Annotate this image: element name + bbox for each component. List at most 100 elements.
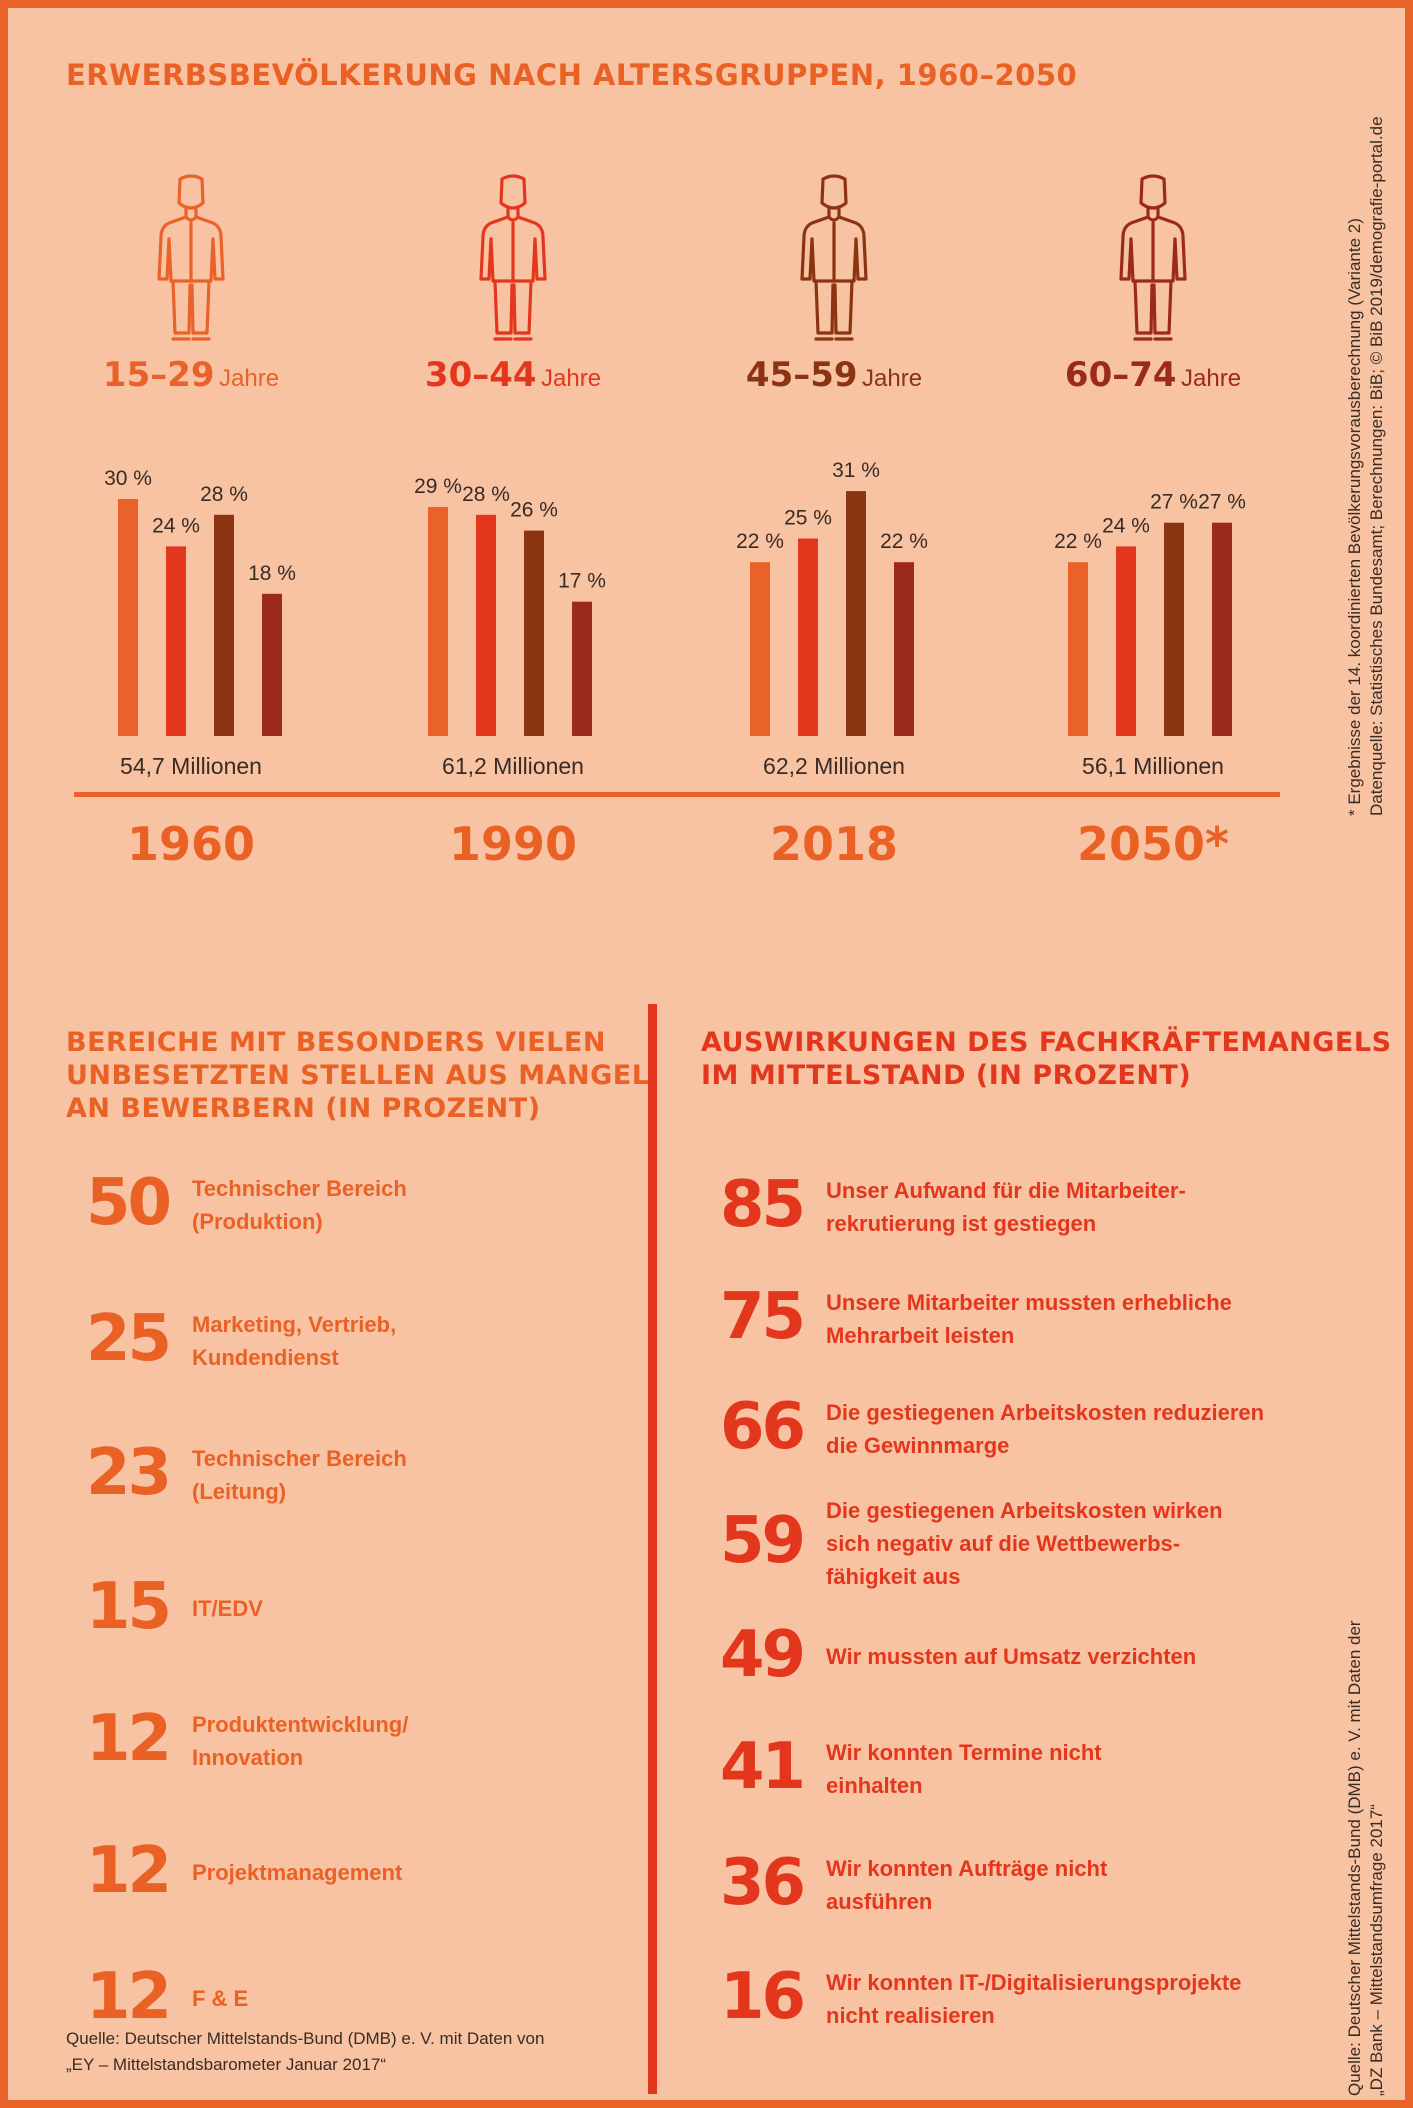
stat-value: 49	[720, 1618, 806, 1692]
age-group-label: 60–74 Jahre	[1063, 355, 1243, 395]
left-title-line: AN BEWERBERN (IN PROZENT)	[66, 1093, 541, 1124]
age-group-label: 30–44 Jahre	[423, 355, 603, 395]
age-group-label: 15–29 Jahre	[101, 355, 281, 395]
bar-value-label: 22 %	[1054, 530, 1102, 553]
year-label: 1960	[127, 817, 255, 871]
bar-value-label: 27 %	[1198, 491, 1246, 514]
group-total-label: 61,2 Millionen	[442, 753, 584, 779]
year-label: 2050*	[1077, 817, 1229, 871]
left-source-line: „EY – Mittelstandsbarometer Januar 2017“	[66, 2055, 387, 2074]
stat-description-line: Die gestiegenen Arbeitskosten wirken	[826, 1498, 1223, 1523]
bar-value-label: 26 %	[510, 499, 558, 522]
bar	[798, 538, 818, 736]
group-total-label: 56,1 Millionen	[1082, 753, 1224, 779]
bar	[1212, 522, 1232, 736]
right-section-title: AUSWIRKUNGEN DES FACHKRÄFTEMANGELS IM MI…	[701, 1026, 1392, 1092]
age-group: 45–59 Jahre	[744, 173, 924, 395]
chart-title: ERWERBSBEVÖLKERUNG NACH ALTERSGRUPPEN, 1…	[66, 58, 1078, 92]
bar-value-label: 29 %	[414, 475, 462, 498]
stat-description-line: fähigkeit aus	[826, 1564, 961, 1589]
age-unit: Jahre	[541, 365, 602, 392]
left-source-line: Quelle: Deutscher Mittelstands-Bund (DMB…	[66, 2029, 545, 2048]
stat-description: Technischer Bereich (Leitung)	[192, 1442, 407, 1508]
bar	[214, 514, 234, 736]
stat-description: Wir konnten IT-/Digitalisierungsprojekte…	[826, 1966, 1241, 2032]
stat-value: 16	[720, 1960, 806, 2034]
bar	[1116, 546, 1136, 736]
stat-description-line: Produktentwicklung/	[192, 1712, 409, 1737]
bar	[524, 530, 544, 736]
left-section-title: BEREICHE MIT BESONDERS VIELEN UNBESETZTE…	[66, 1026, 649, 1125]
stat-value: 66	[720, 1390, 806, 1464]
age-unit: Jahre	[1181, 365, 1242, 392]
stat-description-line: Technischer Bereich	[192, 1446, 407, 1471]
year-label: 1990	[449, 817, 577, 871]
bar	[1068, 562, 1088, 736]
age-range: 15–29	[102, 355, 215, 395]
right-title-line: AUSWIRKUNGEN DES FACHKRÄFTEMANGELS	[701, 1027, 1392, 1058]
stat-value: 12	[86, 1834, 172, 1908]
group-total-label: 54,7 Millionen	[120, 753, 262, 779]
stat-description: Die gestiegenen Arbeitskosten wirken sich…	[826, 1494, 1223, 1593]
right-source: Quelle: Deutscher Mittelstands-Bund (DMB…	[1344, 1620, 1388, 2096]
age-unit: Jahre	[219, 365, 280, 392]
age-unit: Jahre	[862, 365, 923, 392]
stat-description-line: Kundendienst	[192, 1345, 339, 1370]
bar-value-label: 17 %	[558, 570, 606, 593]
stat-description: Wir mussten auf Umsatz verzichten	[826, 1640, 1196, 1673]
stat-description-line: Unser Aufwand für die Mitarbeiter-	[826, 1178, 1186, 1203]
left-title-line: UNBESETZTEN STELLEN AUS MANGEL	[66, 1060, 650, 1091]
bar-value-label: 28 %	[200, 483, 248, 506]
right-source-line: Quelle: Deutscher Mittelstands-Bund (DMB…	[1345, 1620, 1364, 2096]
bar-value-label: 22 %	[736, 530, 784, 553]
person-middle-aged-icon	[800, 174, 868, 341]
stat-description-line: nicht realisieren	[826, 2003, 995, 2028]
side-note-line: * Ergebnisse der 14. koordinierten Bevöl…	[1345, 218, 1364, 816]
stat-description: IT/EDV	[192, 1592, 263, 1625]
age-range: 30–44	[424, 355, 537, 395]
stat-value: 50	[86, 1166, 172, 1240]
bar	[476, 514, 496, 736]
stat-value: 41	[720, 1730, 806, 1804]
stat-description-line: Marketing, Vertrieb,	[192, 1312, 397, 1337]
side-note: * Ergebnisse der 14. koordinierten Bevöl…	[1344, 116, 1388, 816]
stat-value: 12	[86, 1702, 172, 1776]
stat-value: 23	[86, 1436, 172, 1510]
stat-description-line: IT/EDV	[192, 1596, 263, 1621]
stat-description-line: Wir konnten Aufträge nicht	[826, 1856, 1108, 1881]
stat-description-line: Wir konnten IT-/Digitalisierungsprojekte	[826, 1970, 1242, 1995]
stat-description: F & E	[192, 1982, 248, 2015]
stat-value: 25	[86, 1302, 172, 1376]
age-range: 45–59	[745, 355, 858, 395]
bar	[262, 593, 282, 736]
bar	[1164, 522, 1184, 736]
year-label: 2018	[770, 817, 898, 871]
stat-value: 15	[86, 1570, 172, 1644]
right-source-line: „DZ Bank – Mittelstandsumfrage 2017“	[1367, 1804, 1386, 2096]
right-title-line: IM MITTELSTAND (IN PROZENT)	[701, 1060, 1192, 1091]
stat-value: 75	[720, 1280, 806, 1354]
age-group: 60–74 Jahre	[1063, 173, 1243, 395]
bar-value-label: 22 %	[880, 530, 928, 553]
bar	[572, 601, 592, 736]
left-title-line: BEREICHE MIT BESONDERS VIELEN	[66, 1027, 606, 1058]
age-range: 60–74	[1064, 355, 1177, 395]
bar-value-label: 28 %	[462, 483, 510, 506]
stat-description: Wir konnten Aufträge nicht ausführen	[826, 1852, 1107, 1918]
person-adult-icon	[479, 174, 547, 341]
stat-description-line: ausführen	[826, 1889, 933, 1914]
age-group: 15–29 Jahre	[101, 173, 281, 395]
person-senior-icon	[1119, 174, 1187, 341]
left-source: Quelle: Deutscher Mittelstands-Bund (DMB…	[66, 2026, 544, 2078]
bar	[750, 562, 770, 736]
stat-description: Technischer Bereich (Produktion)	[192, 1172, 407, 1238]
stat-description-line: rekrutierung ist gestiegen	[826, 1211, 1097, 1236]
stat-value: 85	[720, 1168, 806, 1242]
bar	[118, 499, 138, 736]
stat-value: 12	[86, 1960, 172, 2034]
stat-description: Unsere Mitarbeiter mussten erhebliche Meh…	[826, 1286, 1232, 1352]
stat-value: 59	[720, 1504, 806, 1578]
stat-description: Wir konnten Termine nicht einhalten	[826, 1736, 1102, 1802]
stat-description-line: Projektmanagement	[192, 1860, 403, 1885]
